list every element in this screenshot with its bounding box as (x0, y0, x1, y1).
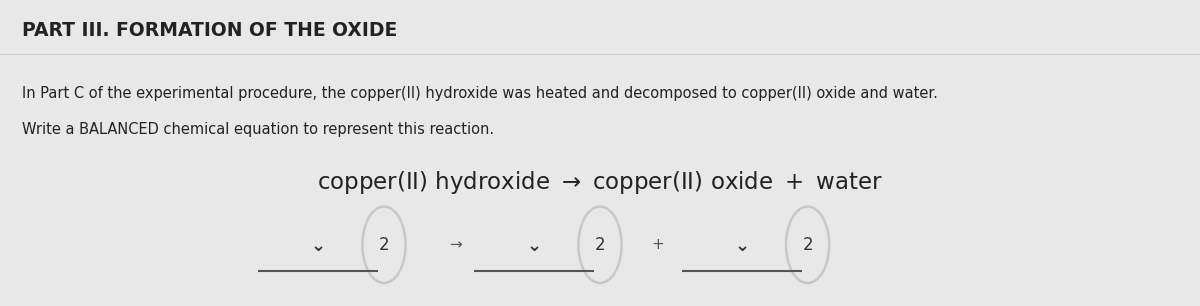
Text: →: → (450, 237, 462, 252)
Text: In Part C of the experimental procedure, the copper(II) hydroxide was heated and: In Part C of the experimental procedure,… (22, 86, 937, 101)
Text: ⌄: ⌄ (311, 237, 325, 255)
Text: $\mathregular{copper(II)\ hydroxide}\ \rightarrow\ \mathregular{copper(II)\ oxid: $\mathregular{copper(II)\ hydroxide}\ \r… (317, 169, 883, 196)
Text: 2: 2 (803, 236, 812, 254)
Text: 2: 2 (379, 236, 389, 254)
Text: Write a BALANCED chemical equation to represent this reaction.: Write a BALANCED chemical equation to re… (22, 122, 493, 137)
Text: ⌄: ⌄ (734, 237, 749, 255)
Text: +: + (652, 237, 664, 252)
Text: 2: 2 (595, 236, 605, 254)
Text: ⌄: ⌄ (527, 237, 541, 255)
Text: PART III. FORMATION OF THE OXIDE: PART III. FORMATION OF THE OXIDE (22, 21, 397, 40)
